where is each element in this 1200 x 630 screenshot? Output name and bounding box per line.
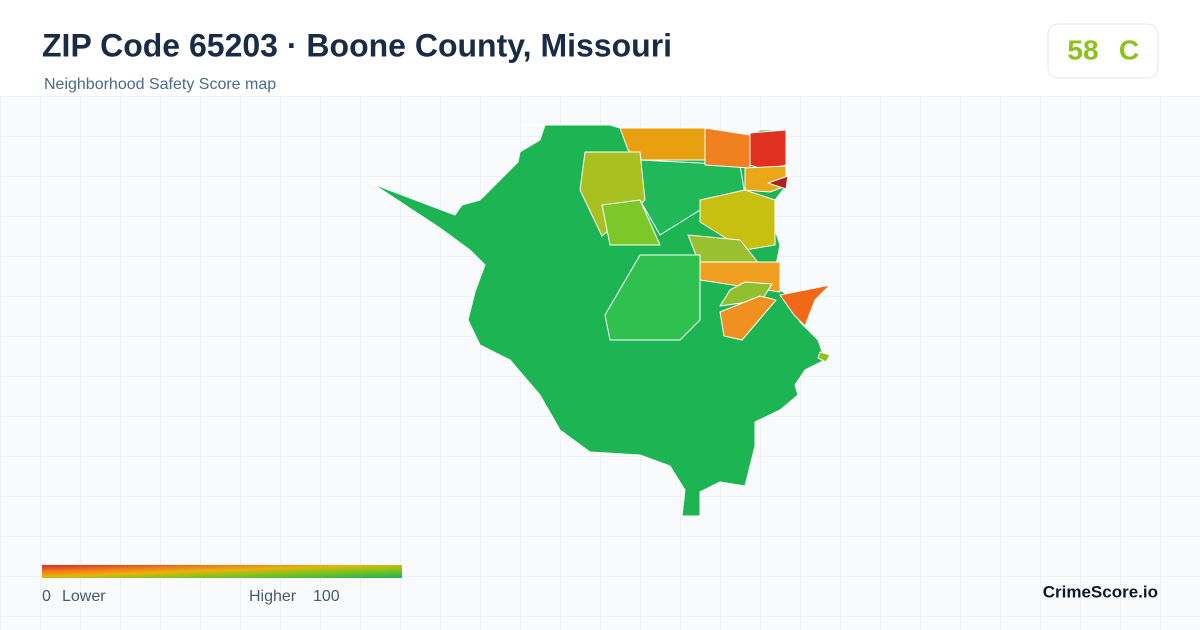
subtitle: Neighborhood Safety Score map [44, 76, 276, 93]
title: ZIP Code 65203 · Boone County, Missouri [42, 27, 672, 63]
map [369, 124, 831, 517]
legend-max-label: Higher [249, 588, 297, 605]
header-band [0, 0, 1200, 96]
region [601, 199, 661, 246]
region [704, 127, 751, 169]
region [749, 129, 787, 171]
region [817, 351, 831, 363]
region [619, 127, 706, 161]
region [604, 254, 701, 341]
region [767, 175, 789, 190]
region [699, 189, 776, 251]
region [719, 295, 777, 341]
score-badge [1047, 23, 1159, 79]
score-grade: C [1119, 34, 1139, 65]
score-value: 58 [1067, 34, 1098, 65]
region [779, 284, 831, 327]
brand: CrimeScore.io [1043, 582, 1158, 601]
legend-max: 100 [313, 588, 340, 605]
legend-min-label: Lower [62, 588, 106, 605]
legend-scale [42, 565, 402, 578]
legend-min: 0 [42, 588, 51, 605]
